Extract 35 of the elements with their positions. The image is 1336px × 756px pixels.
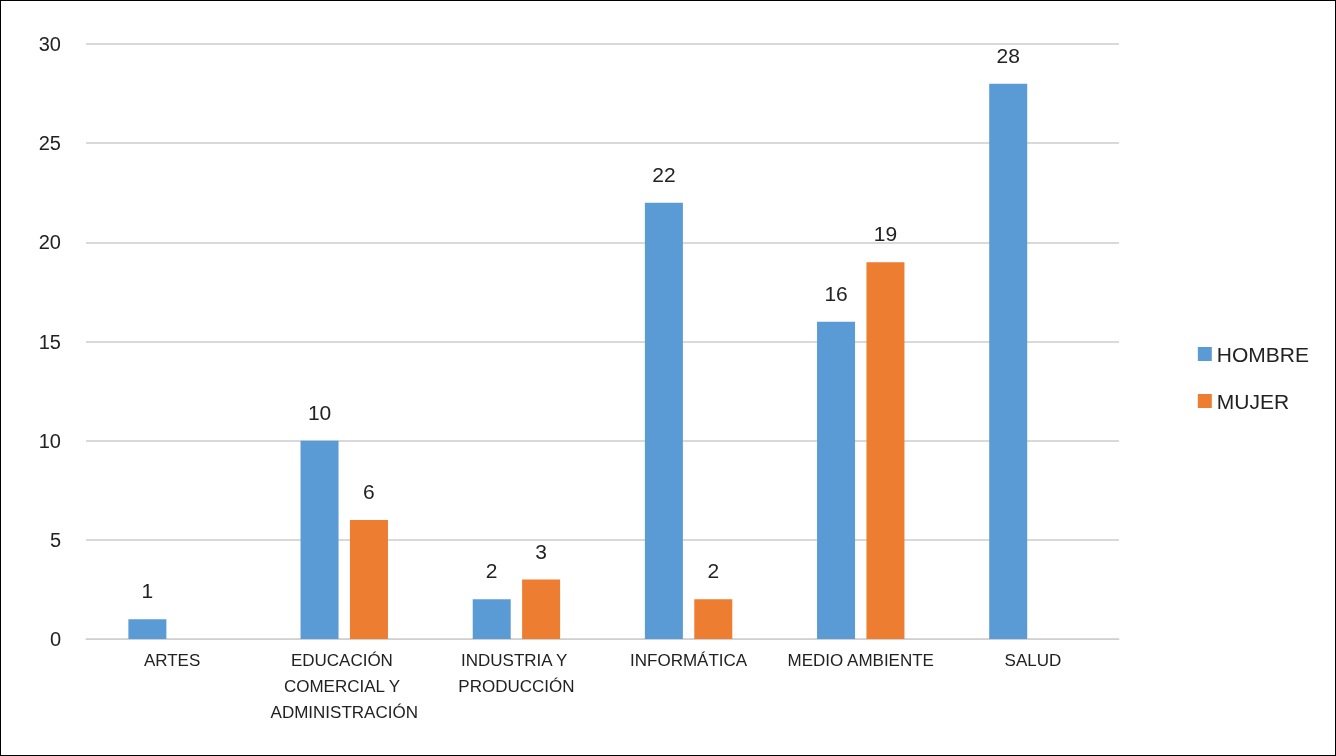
- x-tick-label: INDUSTRIA Y PRODUCCIÓN: [458, 650, 575, 696]
- data-label: 22: [652, 162, 676, 186]
- bar: [866, 262, 905, 639]
- y-tick-label: 15: [38, 330, 61, 353]
- legend-label: HOMBRE: [1216, 342, 1310, 366]
- bar: [644, 202, 683, 639]
- y-tick-label: 5: [49, 528, 61, 551]
- data-label: 6: [363, 480, 375, 503]
- data-label: 2: [707, 559, 720, 583]
- bar: [300, 440, 339, 639]
- data-label: 10: [307, 400, 332, 424]
- data-label: 19: [873, 222, 898, 246]
- bar: [349, 520, 388, 639]
- y-tick-label: 30: [38, 33, 61, 55]
- bar: [128, 619, 167, 639]
- x-tick-label: SALUD: [1004, 650, 1062, 670]
- x-tick-label: MEDIO AMBIENTE: [787, 650, 934, 670]
- y-tick-label: 20: [38, 231, 61, 254]
- x-tick-label: EDUCACIÓN COMERCIAL Y ADMINISTRACIÓN: [270, 650, 418, 722]
- data-label: 3: [535, 539, 547, 563]
- x-tick-label: ARTES: [143, 650, 201, 670]
- bar: [694, 599, 733, 639]
- data-label: 2: [485, 559, 498, 583]
- x-tick-label: INFORMÁTICA: [630, 650, 748, 670]
- bar: [522, 579, 561, 639]
- y-tick-label: 0: [49, 628, 61, 650]
- y-tick-label: 25: [38, 132, 61, 155]
- data-label: 16: [824, 281, 848, 305]
- bar: [817, 321, 856, 639]
- data-label: 1: [141, 579, 154, 603]
- data-label: 28: [996, 43, 1020, 67]
- legend-label: MUJER: [1216, 389, 1290, 413]
- y-tick-label: 10: [38, 429, 61, 452]
- bar: [989, 83, 1028, 639]
- bar: [472, 599, 511, 639]
